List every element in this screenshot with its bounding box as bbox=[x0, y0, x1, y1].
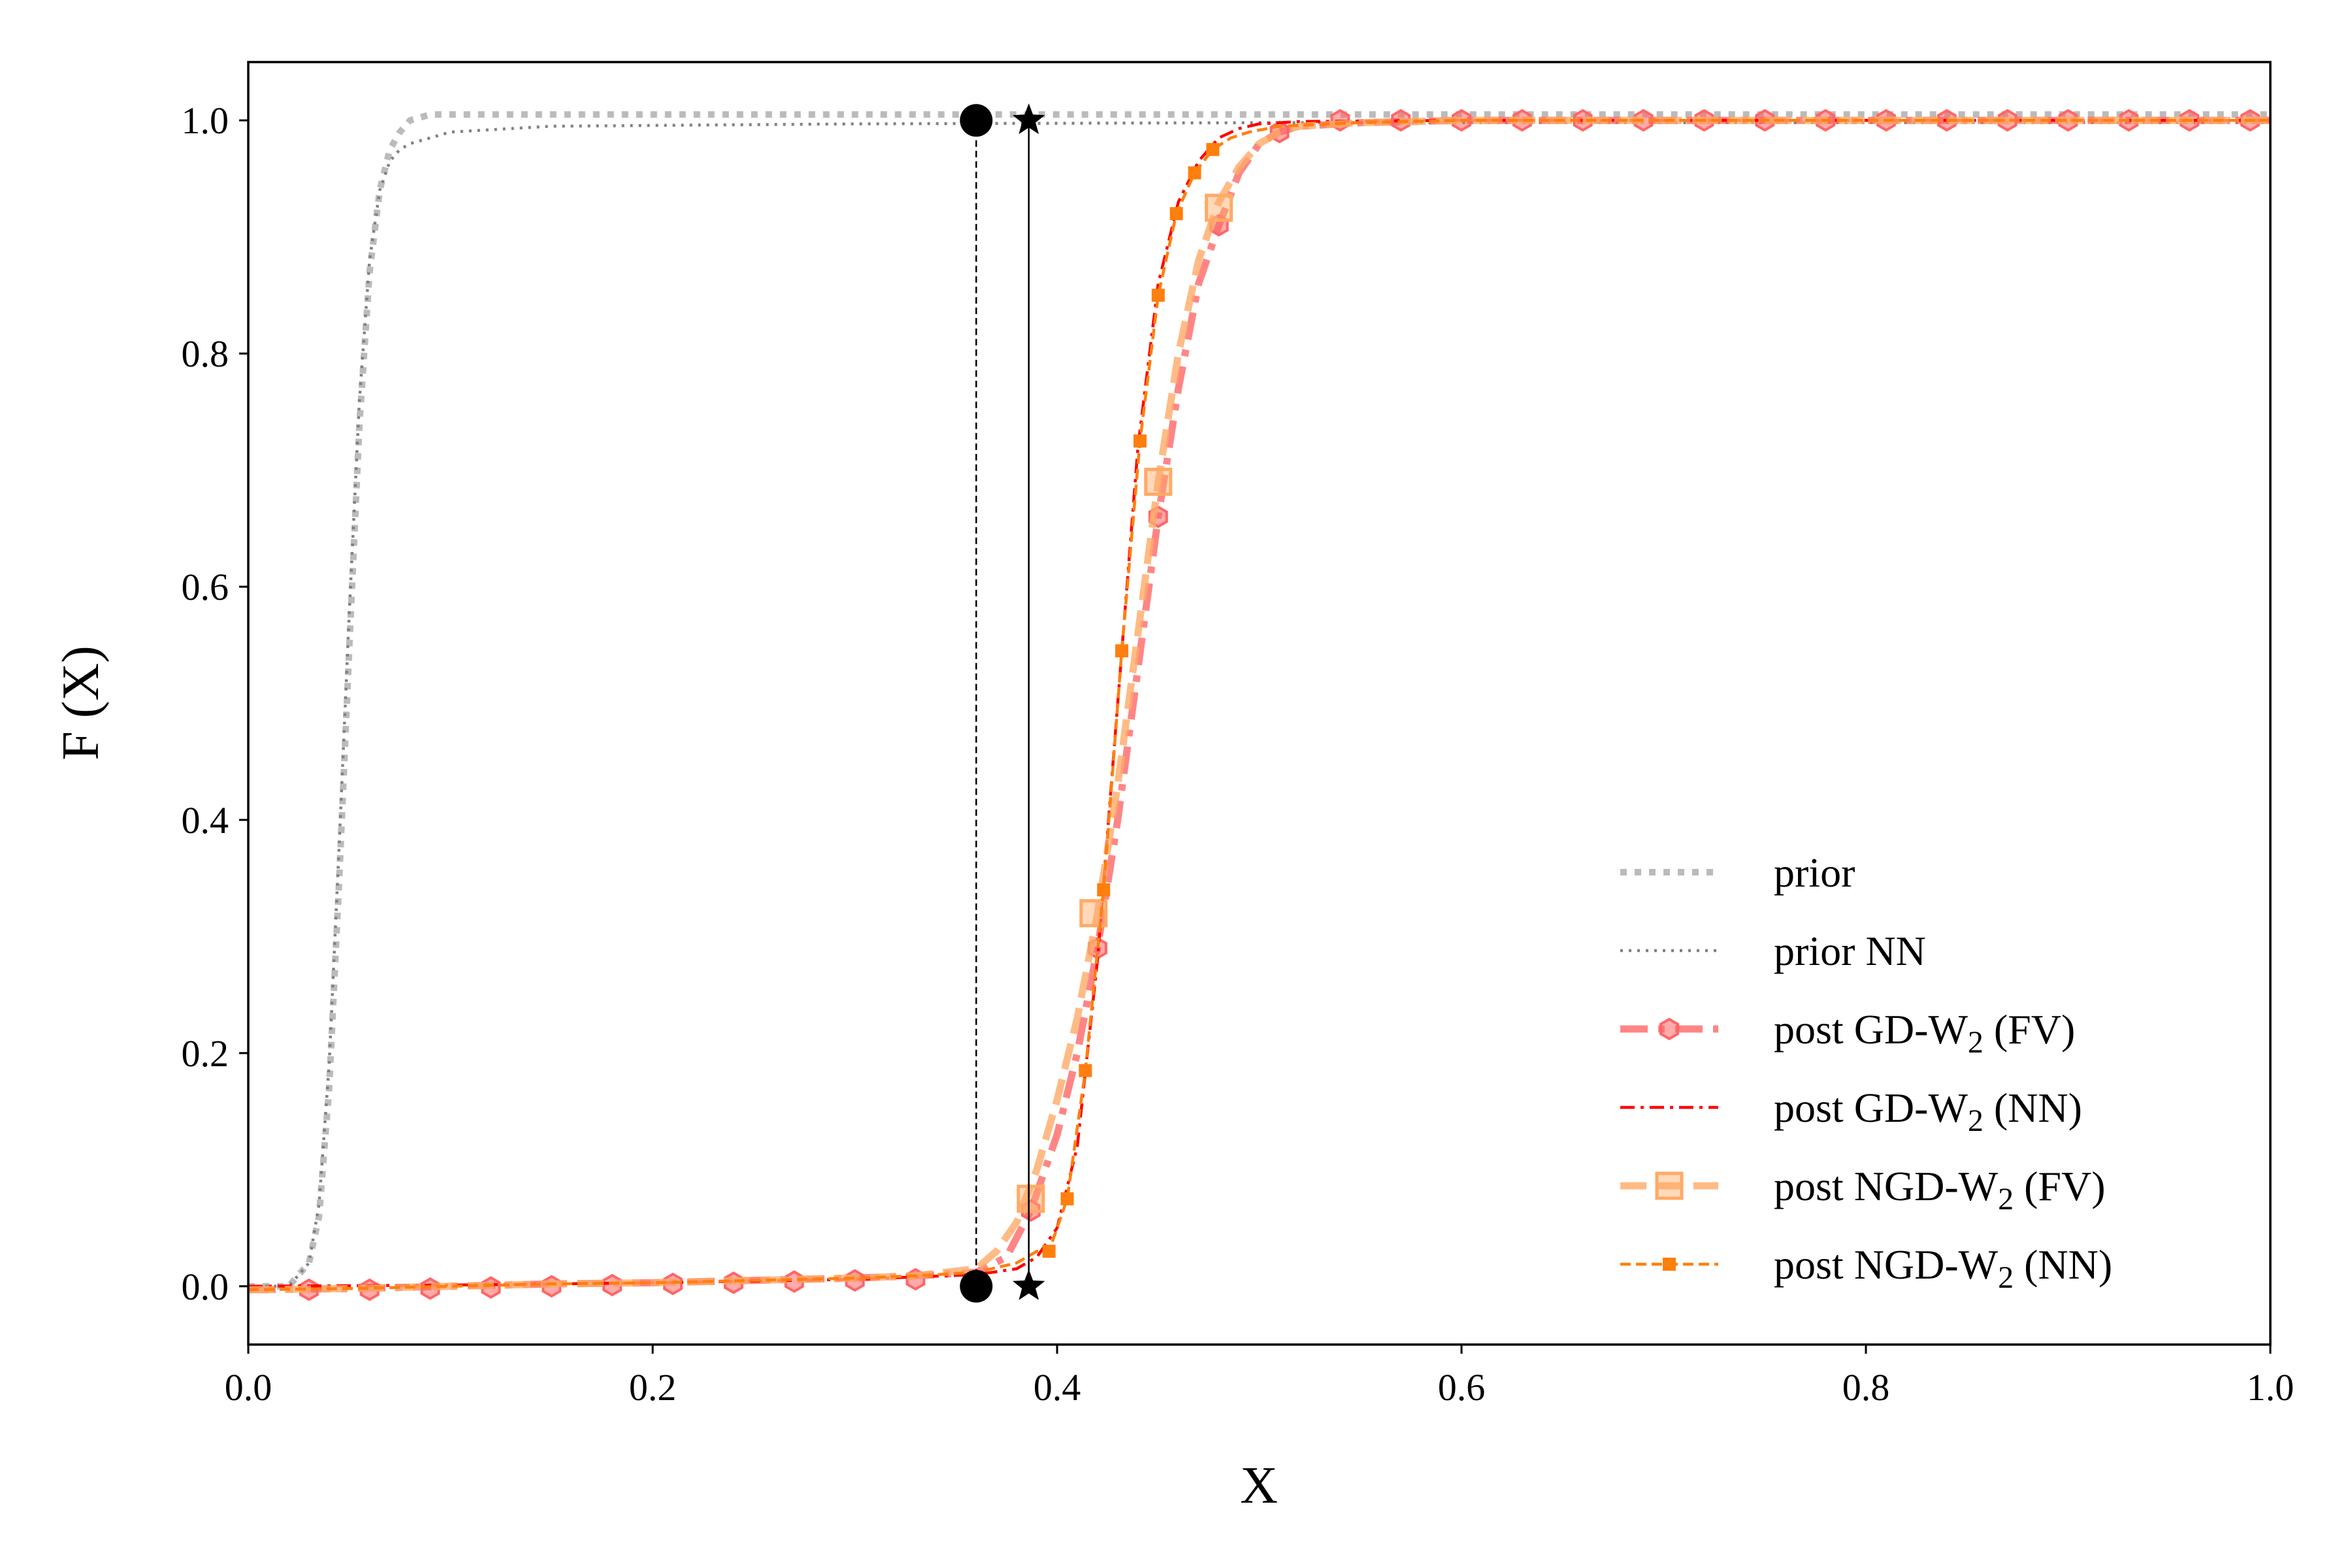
reference-star-line-marker-top bbox=[1012, 103, 1045, 135]
y-tick-label: 0.0 bbox=[182, 1266, 229, 1308]
legend-label: post GD-W2 (NN) bbox=[1774, 1085, 2082, 1138]
reference-circle-line bbox=[960, 104, 993, 1303]
series-line-prior-nn bbox=[248, 121, 2270, 1288]
series-post-ngd-w2-nn bbox=[248, 118, 2270, 1292]
data-point-post-ngd-w2-nn bbox=[1097, 883, 1111, 897]
legend-label: post GD-W2 (FV) bbox=[1774, 1006, 2075, 1060]
data-point-post-ngd-w2-nn bbox=[1151, 288, 1165, 302]
legend-entry-post-ngd-w2-nn: post NGD-W2 (NN) bbox=[1620, 1241, 2112, 1295]
legend-marker bbox=[1663, 1258, 1676, 1271]
legend-entry-prior: prior bbox=[1620, 849, 1855, 896]
data-point-post-ngd-w2-fv bbox=[1017, 1184, 1045, 1213]
y-tick-label: 0.4 bbox=[182, 799, 229, 841]
x-tick-label: 0.8 bbox=[1842, 1366, 1890, 1409]
reference-star-line-marker-bottom bbox=[1012, 1269, 1045, 1300]
data-point-post-ngd-w2-nn bbox=[1079, 1064, 1092, 1077]
legend-marker bbox=[1655, 1171, 1684, 1200]
legend-marker bbox=[1659, 1017, 1679, 1041]
legend: prior prior NN post GD-W2 (FV) post GD-W2 (… bbox=[1620, 849, 2112, 1295]
data-point-post-ngd-w2-fv bbox=[1079, 899, 1108, 928]
data-point-post-ngd-w2-nn bbox=[1133, 434, 1147, 448]
reference-star-line bbox=[1012, 103, 1045, 1300]
series-prior-nn bbox=[248, 121, 2270, 1288]
plot-area bbox=[248, 62, 2270, 1345]
x-tick-label: 0.4 bbox=[1034, 1366, 1081, 1409]
data-point-post-ngd-w2-fv bbox=[1144, 467, 1173, 496]
legend-entry-post-gd-w2-nn: post GD-W2 (NN) bbox=[1620, 1085, 2082, 1138]
data-point-post-ngd-w2-nn bbox=[1169, 206, 1183, 220]
data-point-post-ngd-w2-nn bbox=[1188, 166, 1201, 180]
legend-entry-post-gd-w2-fv: post GD-W2 (FV) bbox=[1620, 1006, 2075, 1060]
x-tick-label: 0.6 bbox=[1438, 1366, 1486, 1409]
reference-circle-line-marker-bottom bbox=[960, 1269, 993, 1303]
reference-circle-line-marker-top bbox=[960, 104, 993, 137]
data-point-post-ngd-w2-nn bbox=[1060, 1192, 1074, 1205]
reference-layer bbox=[960, 103, 1045, 1303]
series-post-ngd-w2-fv bbox=[248, 116, 2270, 1294]
data-point-post-ngd-w2-nn bbox=[1115, 644, 1129, 658]
data-point-post-ngd-w2-nn bbox=[1042, 1245, 1056, 1258]
y-tick-label: 0.8 bbox=[182, 333, 229, 375]
x-tick-label: 1.0 bbox=[2247, 1366, 2295, 1409]
data-point-post-ngd-w2-nn bbox=[1206, 142, 1220, 156]
data-point-post-ngd-w2-fv bbox=[1205, 193, 1233, 222]
x-tick-label: 0.2 bbox=[629, 1366, 677, 1409]
x-axis-label: X bbox=[1240, 1457, 1278, 1514]
y-tick-label: 1.0 bbox=[182, 99, 229, 142]
legend-entry-prior-nn: prior NN bbox=[1620, 928, 1926, 974]
series-line-post-ngd-w2-nn bbox=[248, 118, 2270, 1292]
legend-label: post NGD-W2 (NN) bbox=[1774, 1241, 2112, 1295]
y-tick-label: 0.6 bbox=[182, 566, 229, 608]
legend-label: prior NN bbox=[1774, 928, 1926, 974]
legend-entry-post-ngd-w2-fv: post NGD-W2 (FV) bbox=[1620, 1163, 2106, 1217]
x-tick-label: 0.0 bbox=[225, 1366, 272, 1409]
plot-frame bbox=[247, 61, 2272, 1346]
legend-label: post NGD-W2 (FV) bbox=[1774, 1163, 2106, 1217]
legend-label: prior bbox=[1774, 849, 1855, 896]
y-axis-label: F (X) bbox=[52, 645, 110, 760]
axis-layer: 0.0 0.2 0.4 0.6 0.8 1.0 0.0 0.2 0.4 0.6 0.8 1.0 bbox=[182, 99, 2295, 1409]
series-layer bbox=[248, 108, 2270, 1301]
y-tick-label: 0.2 bbox=[182, 1032, 229, 1075]
